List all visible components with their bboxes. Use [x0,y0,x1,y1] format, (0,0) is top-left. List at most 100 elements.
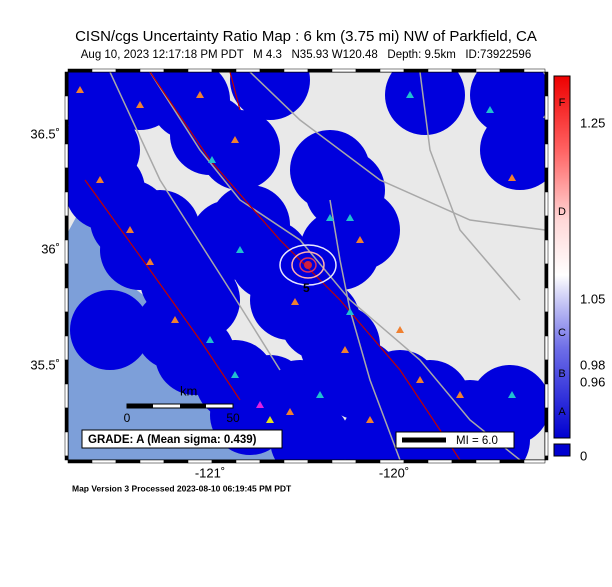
border-tick [64,311,69,337]
border-tick [475,459,501,464]
border-tick [115,68,141,73]
border-tick [115,459,141,464]
border-tick [544,335,549,361]
border-tick [64,167,69,193]
border-tick [91,68,117,73]
map: 5 GRADE: A (Mean sigma: 0.439) MI = 6.0 … [68,72,545,460]
station [208,156,216,163]
station [196,91,204,98]
station [356,236,364,243]
footer: Map Version 3 Processed 2023-08-10 06:19… [72,483,292,493]
colorbar-min [553,443,571,457]
border-tick [403,68,429,73]
colorbar-tick: 0.98 [580,357,605,372]
border-tick [544,95,549,121]
station [256,401,264,408]
border-tick [379,459,405,464]
station [136,101,144,108]
border-tick [64,383,69,409]
border-tick [64,335,69,361]
border-tick [64,191,69,217]
station [486,106,494,113]
border-tick [544,71,549,97]
mmi-letter: B [558,368,565,380]
scale-unit: km [180,383,197,398]
station [76,86,84,93]
border-tick [355,459,381,464]
border-tick [283,459,309,464]
border-tick [544,455,549,461]
border-tick [211,459,237,464]
mmi-letter: C [558,327,566,339]
station [206,336,214,343]
lat-label: 36˚ [41,241,60,256]
coverage-circle [470,72,545,135]
station [456,391,464,398]
border-tick [64,407,69,433]
border-tick [64,455,69,461]
station [346,308,354,315]
colorbar-tick: 0.96 [580,374,605,389]
grade-box [81,429,283,449]
title: CISN/cgs Uncertainty Ratio Map : 6 km (3… [75,28,537,45]
border-tick [427,459,453,464]
border-tick [211,68,237,73]
border-tick [235,68,261,73]
station [236,246,244,253]
border-tick [283,68,309,73]
border-tick [64,287,69,313]
border-tick [139,68,165,73]
colorbar-tick: 1.05 [580,291,605,306]
station [231,371,239,378]
scale-seg [180,404,206,408]
border-tick [544,167,549,193]
lon-label: -121˚ [195,465,225,480]
mi-box [395,431,515,449]
border-tick [523,459,546,464]
station [508,391,516,398]
border-tick [544,407,549,433]
map-border [64,68,549,464]
border-tick [523,68,546,73]
border-tick [544,311,549,337]
border-tick [64,263,69,289]
coverage-circle [320,190,400,270]
epicenter [304,261,312,269]
scale-end: 50 [226,411,240,425]
station [326,214,334,221]
border-tick [67,459,93,464]
contour-label: 5 [303,281,310,295]
coverage-circle [385,72,465,135]
border-tick [331,68,357,73]
lon-label: -120˚ [379,465,409,480]
coverage-circle [120,190,200,270]
mmi-letter: F [559,97,566,109]
border-tick [544,143,549,169]
border-tick [187,68,213,73]
subtitle: Aug 10, 2023 12:17:18 PM PDT M 4.3 N35.9… [81,49,531,61]
border-tick [544,431,549,457]
border-tick [64,119,69,145]
coverage-circle [195,340,275,420]
coverage-circle [70,290,150,370]
border-tick [67,68,93,73]
coverage-circle [290,130,370,210]
border-tick [544,215,549,241]
border-tick [307,68,333,73]
border-tick [544,287,549,313]
border-tick [475,68,501,73]
border-tick [64,431,69,457]
border-tick [139,459,165,464]
station [341,346,349,353]
station [416,376,424,383]
mmi-letter: D [558,206,566,218]
station [366,416,374,423]
scale-seg [127,404,153,408]
border-tick [451,459,477,464]
border-tick [427,68,453,73]
border-tick [64,215,69,241]
station [266,416,274,423]
border-tick [235,459,261,464]
border-tick [355,68,381,73]
colorbar-tick: 1.25 [580,115,605,130]
